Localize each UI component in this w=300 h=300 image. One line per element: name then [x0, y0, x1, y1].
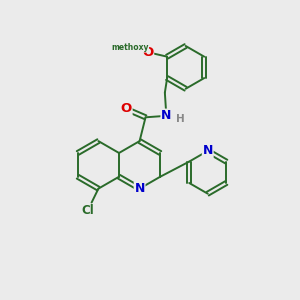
Text: N: N	[134, 182, 145, 195]
Text: N: N	[161, 109, 172, 122]
Text: O: O	[121, 103, 132, 116]
Text: Cl: Cl	[82, 204, 94, 218]
Text: H: H	[176, 114, 185, 124]
Text: methoxy: methoxy	[111, 43, 149, 52]
Text: O: O	[142, 46, 153, 59]
Text: N: N	[202, 144, 213, 158]
